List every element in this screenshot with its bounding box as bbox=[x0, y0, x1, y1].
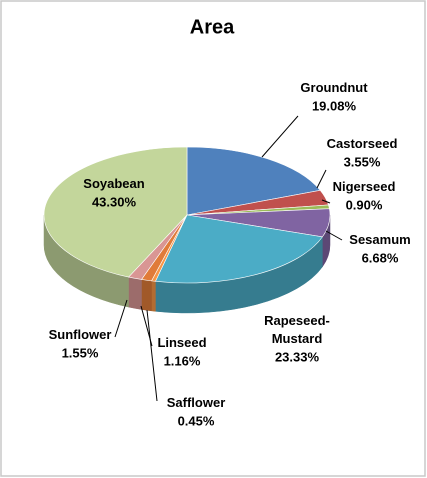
value-label: 0.45% bbox=[178, 413, 215, 428]
value-label: 1.55% bbox=[62, 345, 99, 360]
slice-side bbox=[141, 279, 152, 312]
slice-side bbox=[151, 280, 156, 312]
slice bbox=[186, 146, 321, 216]
value-label: 23.33% bbox=[275, 349, 320, 364]
slice-label: Sunflower bbox=[49, 327, 112, 342]
value-label: 0.90% bbox=[346, 197, 383, 212]
leader-line bbox=[140, 305, 153, 347]
slice-side bbox=[128, 276, 142, 310]
slice-label: Sesamum bbox=[349, 232, 410, 247]
slice-label: Nigerseed bbox=[333, 179, 396, 194]
leader-line bbox=[114, 299, 128, 338]
value-label: 43.30% bbox=[92, 194, 137, 209]
chart-title: Area bbox=[190, 16, 235, 38]
leader-line bbox=[316, 169, 327, 189]
leader-line bbox=[146, 309, 158, 402]
value-label: 19.08% bbox=[312, 98, 357, 113]
leader-line bbox=[261, 115, 299, 158]
leader-line bbox=[325, 230, 343, 241]
slice-label: Soyabean bbox=[83, 176, 144, 191]
slice-label: Linseed bbox=[157, 335, 206, 350]
slice-label: Castorseed bbox=[327, 136, 398, 151]
slice bbox=[43, 146, 188, 278]
slice bbox=[155, 214, 323, 284]
value-label: 3.55% bbox=[344, 154, 381, 169]
leader-line bbox=[321, 199, 331, 204]
slice-label: Rapeseed-Mustard bbox=[264, 313, 330, 346]
value-label: 1.16% bbox=[164, 353, 201, 368]
slice-label: Groundnut bbox=[300, 80, 368, 95]
value-label: 6.68% bbox=[362, 250, 399, 265]
slice-label: Safflower bbox=[167, 395, 226, 410]
